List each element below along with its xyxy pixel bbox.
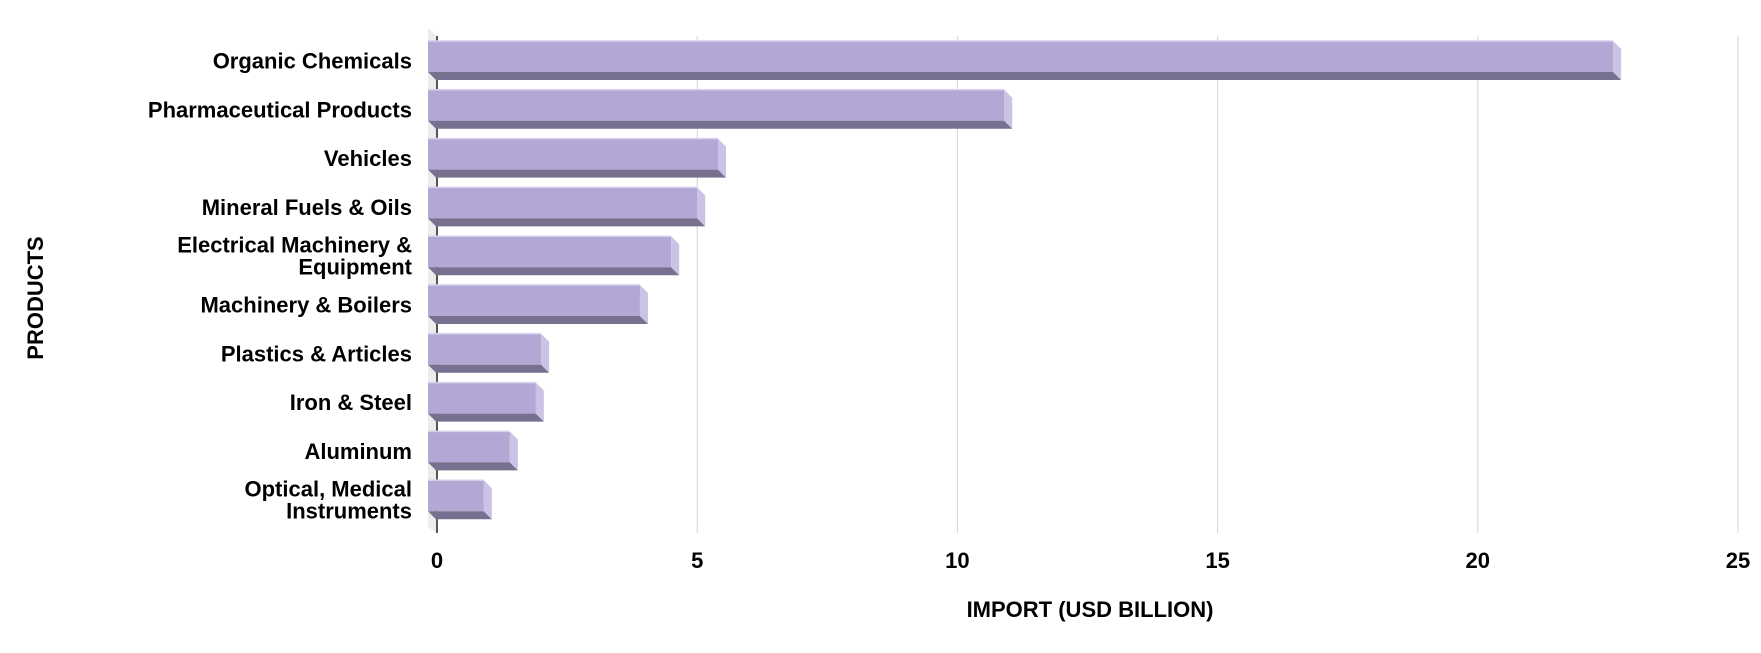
category-label: Equipment <box>298 255 412 280</box>
bar-side <box>483 480 492 520</box>
bar-side <box>639 285 648 324</box>
bar <box>428 186 706 227</box>
x-tick-label: 20 <box>1466 548 1490 573</box>
bar-face <box>428 382 536 414</box>
bar-side <box>718 138 727 178</box>
bar-face <box>428 431 510 463</box>
bars <box>428 40 1622 520</box>
bar <box>428 333 550 373</box>
x-tick-label: 25 <box>1726 548 1750 573</box>
bar-face <box>428 187 698 219</box>
x-tick-label: 0 <box>431 548 443 573</box>
category-label: Machinery & Boilers <box>200 293 412 318</box>
bar-side <box>541 333 550 373</box>
x-tick-label: 5 <box>691 548 703 573</box>
bar-bottom <box>428 316 648 324</box>
bar-bottom <box>428 462 518 471</box>
category-label: Organic Chemicals <box>213 49 412 74</box>
x-tick-labels: 0 5 10 15 20 25 <box>431 548 1750 573</box>
category-label: Electrical Machinery & <box>177 233 412 258</box>
bar <box>428 381 544 422</box>
y-axis-label: PRODUCTS <box>23 236 48 359</box>
bar <box>428 137 727 178</box>
x-axis-label: IMPORT (USD BILLION) <box>967 597 1214 622</box>
x-tick-label: 10 <box>945 548 969 573</box>
bar <box>428 479 492 520</box>
category-label: Instruments <box>286 499 412 524</box>
bar-face <box>428 236 672 268</box>
category-label: Aluminum <box>304 439 412 464</box>
bar-bottom <box>428 218 706 227</box>
bar-bottom <box>428 364 550 373</box>
bar-face <box>428 41 1614 72</box>
bar-bottom <box>428 511 492 520</box>
category-label: Iron & Steel <box>290 390 412 415</box>
bar <box>428 284 648 324</box>
bar <box>428 40 1622 80</box>
bar-side <box>671 236 680 276</box>
bar-side <box>509 431 518 471</box>
bar-bottom <box>428 120 1013 129</box>
category-label: Plastics & Articles <box>221 341 412 366</box>
category-label: Optical, Medical <box>245 477 413 502</box>
bar-bottom <box>428 72 1622 80</box>
bar-face <box>428 285 640 316</box>
bar-face <box>428 89 1005 121</box>
bar <box>428 235 680 276</box>
bar-face <box>428 480 484 512</box>
bar-side <box>1004 89 1013 129</box>
bar-bottom <box>428 169 727 178</box>
bar-bottom <box>428 267 680 276</box>
category-label: Pharmaceutical Products <box>148 97 412 122</box>
category-label: Mineral Fuels & Oils <box>202 195 412 220</box>
bar-face <box>428 333 542 365</box>
x-tick-label: 15 <box>1205 548 1229 573</box>
bar-side <box>1613 41 1622 80</box>
bar-side <box>697 187 706 227</box>
bar-side <box>535 382 544 422</box>
bar <box>428 430 518 471</box>
bar <box>428 89 1013 129</box>
category-labels: Organic Chemicals Pharmaceutical Products… <box>148 49 413 524</box>
bar-bottom <box>428 413 544 422</box>
category-label: Vehicles <box>324 146 412 171</box>
bar-face <box>428 138 719 170</box>
